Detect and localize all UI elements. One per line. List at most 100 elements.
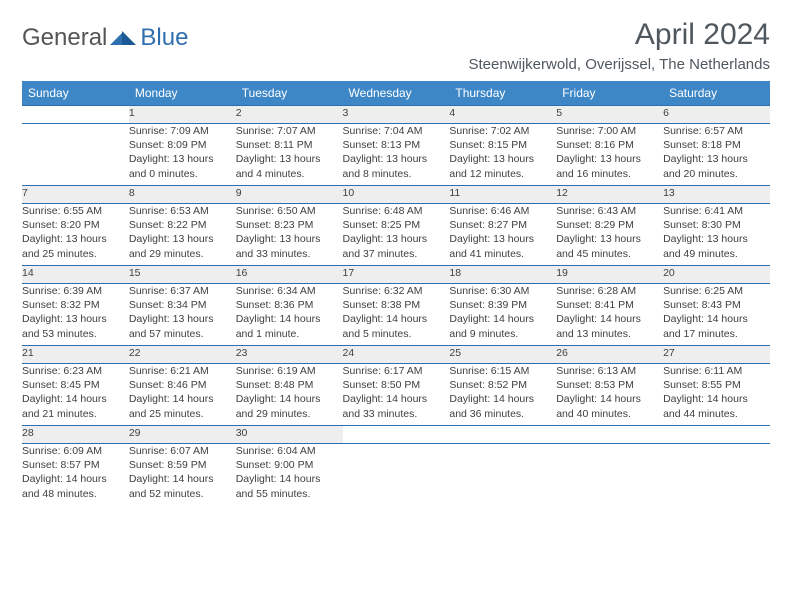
day-number-cell: 21	[22, 346, 129, 364]
day-detail-line: Sunrise: 6:04 AM	[236, 444, 343, 458]
day-detail-line: Daylight: 13 hours	[129, 232, 236, 246]
logo-text-blue: Blue	[140, 24, 188, 52]
day-detail-line: Daylight: 13 hours	[22, 312, 129, 326]
day-number-cell: 30	[236, 426, 343, 444]
day-details-cell: Sunrise: 6:09 AMSunset: 8:57 PMDaylight:…	[22, 444, 129, 506]
day-details-cell: Sunrise: 6:32 AMSunset: 8:38 PMDaylight:…	[343, 284, 450, 346]
day-details-cell: Sunrise: 6:19 AMSunset: 8:48 PMDaylight:…	[236, 364, 343, 426]
day-detail-line: Sunrise: 6:30 AM	[449, 284, 556, 298]
day-detail-line: Daylight: 14 hours	[449, 312, 556, 326]
day-details-row: Sunrise: 6:55 AMSunset: 8:20 PMDaylight:…	[22, 204, 770, 266]
day-number-cell: 8	[129, 186, 236, 204]
day-detail-line: and 55 minutes.	[236, 487, 343, 501]
day-detail-line: Sunset: 8:15 PM	[449, 138, 556, 152]
calendar-table: SundayMondayTuesdayWednesdayThursdayFrid…	[22, 81, 770, 506]
day-detail-line: Daylight: 14 hours	[343, 392, 450, 406]
day-detail-line: Daylight: 13 hours	[129, 312, 236, 326]
day-details-cell: Sunrise: 6:53 AMSunset: 8:22 PMDaylight:…	[129, 204, 236, 266]
day-detail-line: and 29 minutes.	[236, 407, 343, 421]
day-detail-line: Sunset: 8:46 PM	[129, 378, 236, 392]
day-details-cell: Sunrise: 6:46 AMSunset: 8:27 PMDaylight:…	[449, 204, 556, 266]
day-details-row: Sunrise: 6:09 AMSunset: 8:57 PMDaylight:…	[22, 444, 770, 506]
day-detail-line: Sunset: 8:16 PM	[556, 138, 663, 152]
day-detail-line: Daylight: 13 hours	[343, 152, 450, 166]
day-detail-line: Sunrise: 6:19 AM	[236, 364, 343, 378]
day-detail-line: Sunset: 8:41 PM	[556, 298, 663, 312]
day-detail-line: Sunset: 8:29 PM	[556, 218, 663, 232]
day-number-cell: 28	[22, 426, 129, 444]
weekday-header-row: SundayMondayTuesdayWednesdayThursdayFrid…	[22, 81, 770, 106]
day-number-row: 14151617181920	[22, 266, 770, 284]
day-detail-line: Sunset: 8:38 PM	[343, 298, 450, 312]
day-detail-line: Daylight: 13 hours	[129, 152, 236, 166]
logo-triangle-icon	[110, 27, 136, 45]
weekday-header: Wednesday	[343, 81, 450, 106]
day-detail-line: Sunrise: 6:50 AM	[236, 204, 343, 218]
day-detail-line: Sunrise: 6:57 AM	[663, 124, 770, 138]
day-detail-line: and 41 minutes.	[449, 247, 556, 261]
day-detail-line: Sunrise: 6:15 AM	[449, 364, 556, 378]
day-detail-line: and 21 minutes.	[22, 407, 129, 421]
day-details-cell: Sunrise: 6:50 AMSunset: 8:23 PMDaylight:…	[236, 204, 343, 266]
day-detail-line: and 45 minutes.	[556, 247, 663, 261]
day-number-cell: 13	[663, 186, 770, 204]
day-details-cell: Sunrise: 6:07 AMSunset: 8:59 PMDaylight:…	[129, 444, 236, 506]
day-detail-line: Daylight: 14 hours	[343, 312, 450, 326]
day-detail-line: Daylight: 14 hours	[556, 392, 663, 406]
day-detail-line: and 20 minutes.	[663, 167, 770, 181]
day-detail-line: Sunset: 8:22 PM	[129, 218, 236, 232]
day-number-cell: 1	[129, 106, 236, 124]
day-detail-line: Daylight: 14 hours	[129, 392, 236, 406]
day-detail-line: Sunset: 8:13 PM	[343, 138, 450, 152]
day-detail-line: and 8 minutes.	[343, 167, 450, 181]
day-number-row: 78910111213	[22, 186, 770, 204]
day-details-row: Sunrise: 6:23 AMSunset: 8:45 PMDaylight:…	[22, 364, 770, 426]
day-number-cell: 7	[22, 186, 129, 204]
day-detail-line: Sunrise: 6:13 AM	[556, 364, 663, 378]
day-detail-line: and 49 minutes.	[663, 247, 770, 261]
day-detail-line: and 40 minutes.	[556, 407, 663, 421]
day-details-cell	[449, 444, 556, 506]
day-detail-line: Daylight: 13 hours	[236, 232, 343, 246]
day-number-cell: 11	[449, 186, 556, 204]
day-detail-line: Daylight: 14 hours	[236, 392, 343, 406]
day-detail-line: Sunrise: 6:25 AM	[663, 284, 770, 298]
day-details-cell: Sunrise: 6:43 AMSunset: 8:29 PMDaylight:…	[556, 204, 663, 266]
calendar-body: 123456Sunrise: 7:09 AMSunset: 8:09 PMDay…	[22, 106, 770, 506]
day-detail-line: Sunset: 8:32 PM	[22, 298, 129, 312]
day-detail-line: and 4 minutes.	[236, 167, 343, 181]
day-details-cell: Sunrise: 6:21 AMSunset: 8:46 PMDaylight:…	[129, 364, 236, 426]
day-detail-line: Sunrise: 7:04 AM	[343, 124, 450, 138]
day-detail-line: Daylight: 13 hours	[663, 152, 770, 166]
day-details-row: Sunrise: 7:09 AMSunset: 8:09 PMDaylight:…	[22, 124, 770, 186]
day-detail-line: and 5 minutes.	[343, 327, 450, 341]
day-details-cell: Sunrise: 6:39 AMSunset: 8:32 PMDaylight:…	[22, 284, 129, 346]
day-details-cell: Sunrise: 6:37 AMSunset: 8:34 PMDaylight:…	[129, 284, 236, 346]
day-details-cell: Sunrise: 7:04 AMSunset: 8:13 PMDaylight:…	[343, 124, 450, 186]
day-detail-line: Daylight: 13 hours	[556, 232, 663, 246]
day-detail-line: Sunrise: 6:55 AM	[22, 204, 129, 218]
day-number-cell: 26	[556, 346, 663, 364]
day-detail-line: Sunrise: 6:48 AM	[343, 204, 450, 218]
day-number-cell: 10	[343, 186, 450, 204]
day-detail-line: Sunset: 8:52 PM	[449, 378, 556, 392]
day-detail-line: and 37 minutes.	[343, 247, 450, 261]
day-number-cell: 24	[343, 346, 450, 364]
day-details-cell: Sunrise: 7:09 AMSunset: 8:09 PMDaylight:…	[129, 124, 236, 186]
day-details-cell: Sunrise: 6:48 AMSunset: 8:25 PMDaylight:…	[343, 204, 450, 266]
day-detail-line: Sunset: 8:30 PM	[663, 218, 770, 232]
day-detail-line: Sunrise: 7:09 AM	[129, 124, 236, 138]
day-detail-line: Sunrise: 6:28 AM	[556, 284, 663, 298]
day-details-cell: Sunrise: 6:34 AMSunset: 8:36 PMDaylight:…	[236, 284, 343, 346]
day-detail-line: Daylight: 14 hours	[236, 472, 343, 486]
day-detail-line: Sunset: 8:09 PM	[129, 138, 236, 152]
day-detail-line: Daylight: 14 hours	[22, 472, 129, 486]
day-detail-line: Sunset: 8:57 PM	[22, 458, 129, 472]
day-detail-line: Daylight: 14 hours	[663, 312, 770, 326]
day-detail-line: Sunset: 8:11 PM	[236, 138, 343, 152]
day-number-cell	[556, 426, 663, 444]
day-detail-line: and 48 minutes.	[22, 487, 129, 501]
day-number-cell: 3	[343, 106, 450, 124]
day-detail-line: Daylight: 13 hours	[663, 232, 770, 246]
day-detail-line: Sunset: 8:39 PM	[449, 298, 556, 312]
